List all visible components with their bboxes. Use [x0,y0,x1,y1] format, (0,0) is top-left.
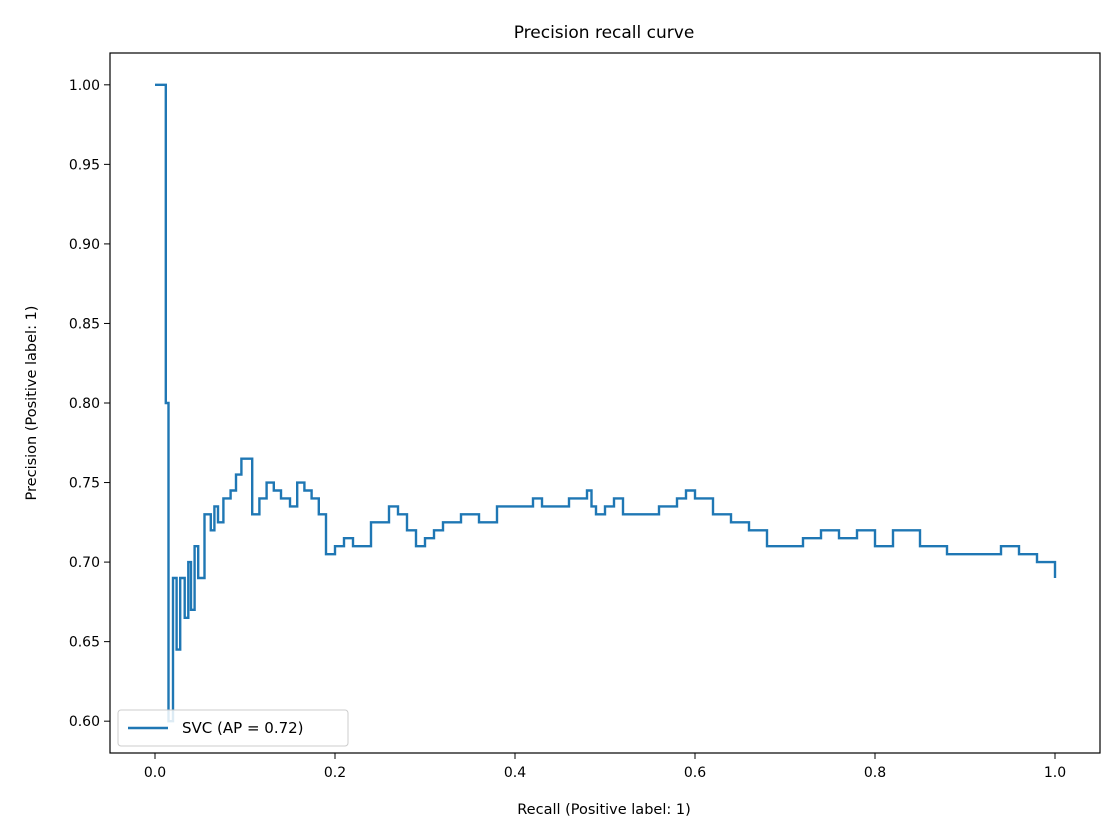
y-tick-label: 0.80 [69,396,100,412]
y-tick-label: 1.00 [69,78,100,94]
x-tick-label: 0.4 [504,765,526,781]
x-tick-label: 1.0 [1044,765,1066,781]
y-tick-label: 0.95 [69,157,100,173]
x-tick-label: 0.2 [324,765,346,781]
chart-title: Precision recall curve [514,23,695,43]
y-tick-label: 0.70 [69,555,100,571]
y-tick-label: 0.60 [69,714,100,730]
legend-box [117,709,349,747]
y-tick-label: 0.85 [69,316,100,332]
y-tick-label: 0.90 [69,237,100,253]
y-tick-label: 0.65 [69,635,100,651]
plot-area [155,83,1057,723]
legend: SVC (AP = 0.72) [117,709,349,747]
x-tick-label: 0.8 [864,765,886,781]
x-tick-label: 0.0 [144,765,166,781]
x-axis-label: Recall (Positive label: 1) [517,802,690,818]
y-axis-label: Precision (Positive label: 1) [24,306,40,501]
x-axis-ticks: 0.0 0.2 0.4 0.6 0.8 1.0 [144,753,1066,781]
x-tick-label: 0.6 [684,765,706,781]
series-line [155,83,1057,723]
legend-label: SVC (AP = 0.72) [182,719,304,737]
y-tick-label: 0.75 [69,476,100,492]
y-axis-ticks: 0.60 0.65 0.70 0.75 0.80 0.85 0.90 0.95 1.00 [69,78,110,730]
